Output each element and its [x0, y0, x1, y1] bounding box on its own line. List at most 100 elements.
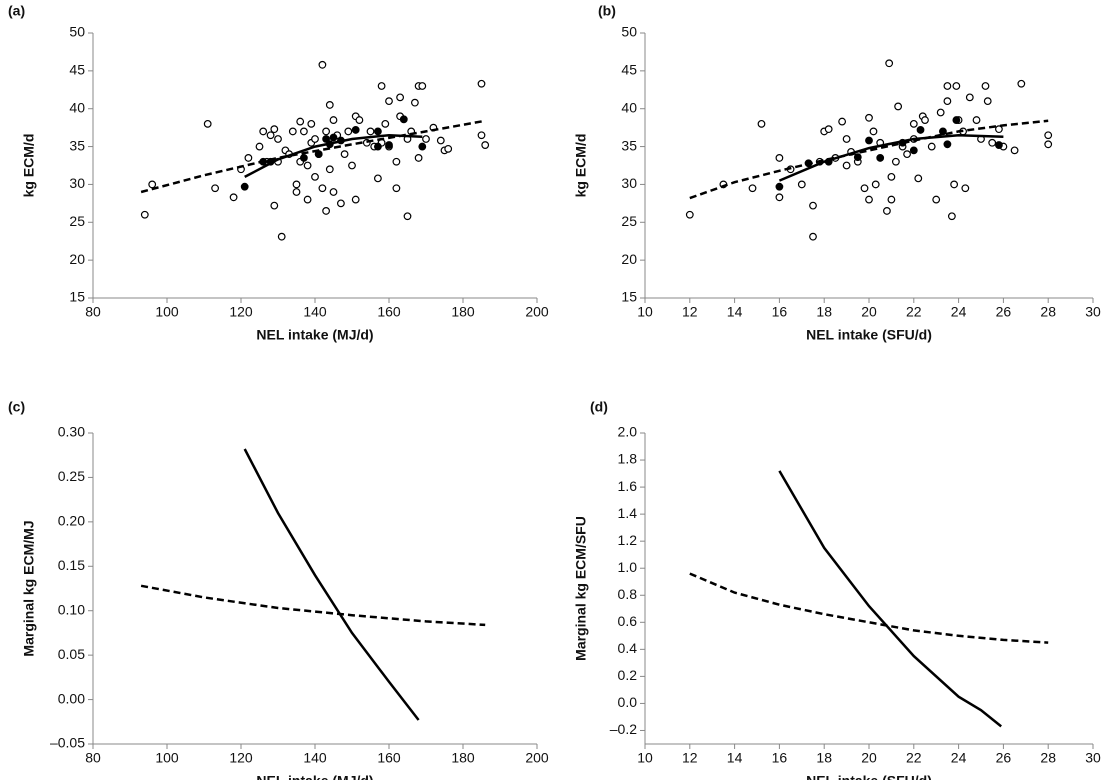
point — [853, 153, 862, 162]
y-tick-label: 0.6 — [618, 613, 638, 629]
point — [809, 232, 817, 241]
point — [1010, 146, 1019, 155]
point — [950, 180, 959, 189]
point — [939, 127, 947, 136]
point — [329, 133, 338, 142]
y-tick-label: 0.15 — [58, 557, 85, 573]
x-tick-label: 160 — [377, 750, 401, 766]
point — [909, 119, 918, 128]
y-tick-label: 20 — [621, 251, 637, 267]
point — [318, 184, 327, 193]
x-tick-label: 22 — [906, 304, 922, 320]
point — [377, 82, 386, 90]
x-tick-label: 30 — [1085, 304, 1101, 320]
point — [318, 60, 327, 69]
y-tick-label: 0.25 — [58, 468, 85, 484]
point — [266, 131, 275, 140]
y-tick-label: 2.0 — [618, 424, 638, 440]
point — [838, 117, 847, 126]
x-tick-label: 140 — [303, 304, 327, 320]
point — [685, 210, 694, 219]
x-tick-label: 120 — [229, 750, 253, 766]
x-axis-label: NEL intake (MJ/d) — [256, 327, 373, 343]
x-tick-label: 80 — [85, 304, 101, 320]
y-axis-label: kg ECM/d — [573, 134, 589, 198]
x-tick-label: 10 — [637, 304, 653, 320]
x-tick-label: 24 — [951, 750, 967, 766]
point — [322, 207, 331, 215]
point — [921, 116, 929, 124]
point — [1044, 131, 1053, 140]
point — [865, 136, 873, 145]
y-axis-label: Marginal kg ECM/SFU — [573, 516, 589, 661]
point — [748, 184, 757, 193]
point — [891, 157, 900, 166]
point — [148, 180, 157, 189]
y-tick-label: 0.10 — [58, 601, 85, 617]
point — [255, 142, 264, 151]
point — [824, 125, 833, 134]
point — [229, 193, 238, 202]
y-tick-label: 15 — [621, 289, 637, 305]
y-tick-label: 40 — [69, 99, 85, 115]
y-tick-label: 25 — [621, 213, 637, 229]
point — [909, 146, 918, 155]
point — [418, 82, 427, 90]
y-tick-label: 50 — [69, 24, 85, 40]
point — [876, 154, 885, 162]
y-tick-label: 1.6 — [618, 478, 638, 494]
y-tick-label: –0.2 — [610, 721, 637, 737]
point — [277, 232, 286, 241]
point — [860, 184, 869, 193]
x-tick-label: 14 — [727, 750, 743, 766]
y-tick-label: 0.05 — [58, 646, 85, 662]
point — [947, 212, 956, 221]
x-tick-label: 140 — [303, 750, 327, 766]
point — [1044, 140, 1053, 149]
x-tick-label: 10 — [637, 750, 653, 766]
y-tick-label: 1.4 — [618, 505, 638, 521]
y-tick-label: 35 — [69, 137, 85, 153]
point — [340, 150, 349, 159]
x-tick-label: 80 — [85, 750, 101, 766]
y-tick-label: 0.4 — [618, 640, 638, 656]
x-tick-label: 28 — [1040, 304, 1056, 320]
point — [952, 116, 961, 124]
y-tick-label: 30 — [621, 175, 637, 191]
curve — [244, 133, 423, 179]
point — [300, 127, 308, 136]
point — [311, 172, 319, 181]
point — [952, 82, 961, 90]
point — [411, 98, 419, 107]
point — [797, 180, 806, 189]
y-tick-label: 1.8 — [618, 451, 638, 467]
point — [981, 82, 990, 90]
x-tick-label: 24 — [951, 304, 967, 320]
curve — [689, 572, 1049, 644]
point — [775, 154, 784, 162]
point — [887, 172, 896, 181]
x-tick-label: 16 — [772, 750, 788, 766]
point — [995, 141, 1003, 149]
x-tick-label: 12 — [682, 750, 698, 766]
point — [894, 102, 903, 111]
point — [965, 93, 974, 102]
y-axis-label: kg ECM/d — [21, 134, 37, 198]
point — [374, 174, 382, 183]
panel-label: (b) — [598, 3, 616, 19]
point — [418, 142, 427, 151]
x-tick-label: 18 — [816, 304, 832, 320]
point — [444, 144, 453, 153]
point — [374, 142, 382, 151]
point — [322, 135, 331, 143]
x-tick-label: 100 — [155, 304, 179, 320]
y-tick-label: 0.00 — [58, 690, 85, 706]
point — [936, 108, 945, 117]
point — [943, 82, 952, 90]
y-tick-label: 0.0 — [618, 694, 638, 710]
point — [244, 154, 253, 162]
point — [307, 119, 316, 128]
point — [983, 97, 992, 106]
y-tick-label: 0.20 — [58, 513, 85, 529]
